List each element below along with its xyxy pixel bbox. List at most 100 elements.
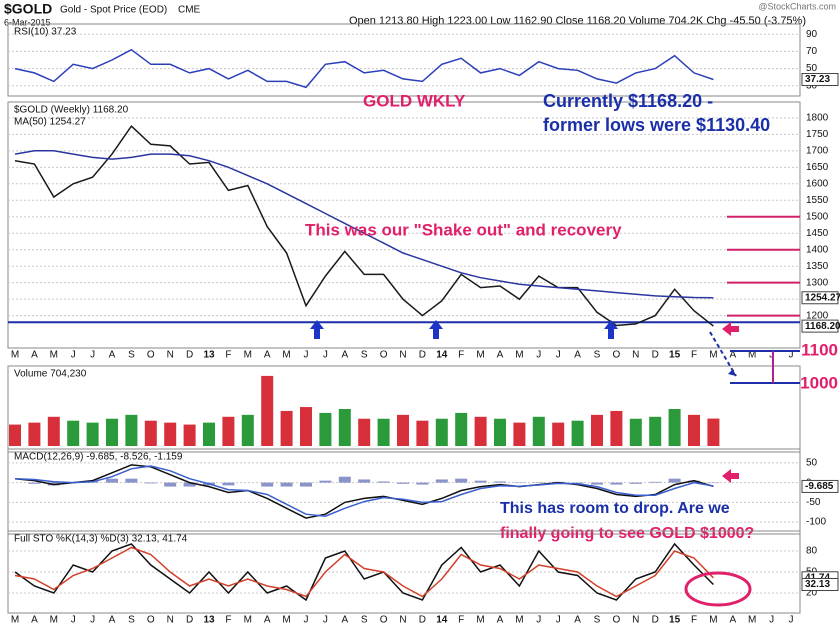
x-tick-label: N xyxy=(399,350,406,361)
x-tick-label: J xyxy=(304,615,309,626)
bar xyxy=(591,482,603,485)
bar xyxy=(241,414,254,446)
quote: Open 1213.80 High 1223.00 Low 1162.90 Cl… xyxy=(349,15,806,27)
y-tick-label: -100 xyxy=(806,517,826,528)
x-tick-label: 13 xyxy=(203,615,215,626)
y-tick-label: 1550 xyxy=(806,195,829,206)
bar xyxy=(261,482,274,487)
x-tick-label: D xyxy=(652,615,659,626)
bar xyxy=(338,476,351,483)
x-tick-label: A xyxy=(264,615,271,626)
x-tick-label: J xyxy=(536,350,541,361)
legend-entry: MA(50) 1254.27 xyxy=(14,117,86,128)
source: @StockCharts.com xyxy=(758,1,836,11)
bar xyxy=(164,422,177,446)
bar xyxy=(106,418,118,446)
bar xyxy=(610,482,623,485)
x-tick-label: A xyxy=(109,615,116,626)
legend-entry: MACD(12,26,9) -9.685, -8.526, -1.159 xyxy=(14,452,183,463)
x-tick-label: 14 xyxy=(436,615,448,626)
series-line xyxy=(14,150,714,299)
bar xyxy=(571,420,584,446)
y-tick-label: -50 xyxy=(806,497,821,508)
x-tick-label: M xyxy=(709,350,717,361)
x-tick-label: S xyxy=(361,350,368,361)
x-tick-label: O xyxy=(613,615,621,626)
value-flag-label: 37.23 xyxy=(805,74,830,85)
y-tick-label: 1700 xyxy=(806,145,829,156)
bar xyxy=(28,422,41,446)
bar xyxy=(47,416,60,446)
bar xyxy=(513,422,526,446)
bar xyxy=(649,416,662,446)
x-tick-label: M xyxy=(282,615,290,626)
value-flag-label: -9.685 xyxy=(805,481,834,492)
x-tick-label: O xyxy=(380,615,388,626)
bar xyxy=(222,416,235,446)
plot: 30507090RSI(10) 37.2337.2312001250130013… xyxy=(7,23,840,626)
bar xyxy=(397,482,409,484)
x-tick-label: S xyxy=(128,350,135,361)
y-tick-label: 70 xyxy=(806,46,818,57)
bar xyxy=(629,418,642,446)
bar xyxy=(494,418,506,446)
y-tick-label: 50 xyxy=(806,63,818,74)
x-tick-label: S xyxy=(128,615,135,626)
x-tick-label: 14 xyxy=(436,350,448,361)
x-tick-label: F xyxy=(225,615,231,626)
value-flag-label: 41.74 xyxy=(805,572,830,583)
bar xyxy=(183,424,196,446)
x-tick-label: N xyxy=(399,615,406,626)
x-tick-label: M xyxy=(244,615,252,626)
value-flag-label: 32.13 xyxy=(805,579,830,590)
y-tick-label: 1200 xyxy=(806,310,829,321)
bar xyxy=(280,410,293,446)
y-tick-label: 1650 xyxy=(806,162,829,173)
x-tick-label: M xyxy=(748,615,756,626)
series-line xyxy=(14,465,714,517)
x-tick-label: M xyxy=(515,615,523,626)
annotation: finally going to see GOLD $1000? xyxy=(500,525,754,542)
x-tick-label: A xyxy=(574,350,581,361)
x-tick-label: J xyxy=(304,350,309,361)
pink-arrows xyxy=(722,322,739,483)
bar xyxy=(203,422,215,446)
bar xyxy=(358,479,371,483)
panel-frame xyxy=(7,101,801,349)
x-tick-label: J xyxy=(323,350,328,361)
x-tick-label: A xyxy=(497,615,504,626)
x-tick-label: M xyxy=(50,615,58,626)
bar xyxy=(610,410,623,446)
bar xyxy=(319,480,332,483)
bar xyxy=(435,479,448,483)
x-tick-label: D xyxy=(186,615,193,626)
x-tick-label: O xyxy=(147,350,155,361)
bar xyxy=(532,416,545,446)
y-tick-label: 1500 xyxy=(806,211,829,222)
bar xyxy=(668,409,681,446)
annotation: This has room to drop. Are we xyxy=(500,500,730,517)
bar xyxy=(707,418,720,446)
x-tick-label: A xyxy=(341,615,348,626)
bar xyxy=(416,482,429,485)
bar xyxy=(455,478,468,483)
x-tick-label: M xyxy=(50,350,58,361)
series-line xyxy=(14,48,714,89)
x-tick-label: J xyxy=(789,350,794,361)
x-tick-label: A xyxy=(574,615,581,626)
y-tick-label: 90 xyxy=(806,29,818,40)
bar xyxy=(494,481,506,483)
bar xyxy=(552,422,565,446)
x-tick-label: M xyxy=(11,615,19,626)
x-tick-label: F xyxy=(691,615,697,626)
x-tick-label: J xyxy=(769,615,774,626)
markup-shapes xyxy=(310,320,800,607)
x-tick-label: O xyxy=(147,615,155,626)
value-flag xyxy=(801,73,839,87)
bar xyxy=(183,482,196,487)
x-tick-label: F xyxy=(458,350,464,361)
x-tick-label: 13 xyxy=(203,350,215,361)
symbol: $GOLD xyxy=(4,1,52,17)
y-tick-label: 1800 xyxy=(806,113,829,124)
description: Gold - Spot Price (EOD) xyxy=(60,5,167,16)
